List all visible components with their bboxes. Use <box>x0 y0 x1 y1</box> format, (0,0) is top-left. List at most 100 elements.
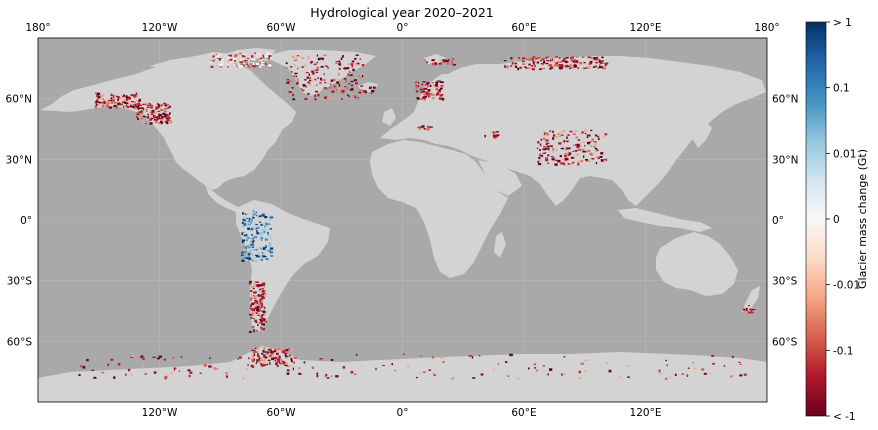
glacier-cell <box>421 125 425 128</box>
glacier-cell <box>311 70 315 73</box>
glacier-cell <box>130 373 133 376</box>
glacier-cell <box>325 373 328 376</box>
glacier-cell <box>251 315 255 317</box>
glacier-cell <box>356 62 360 65</box>
glacier-cell <box>321 58 325 60</box>
glacier-cell <box>598 65 602 68</box>
glacier-cell <box>135 107 139 110</box>
glacier-cell <box>539 68 542 71</box>
glacier-cell <box>528 67 532 70</box>
glacier-cell <box>142 357 145 360</box>
glacier-cell <box>567 158 569 161</box>
glacier-cell <box>122 101 126 103</box>
glacier-cell <box>570 156 574 159</box>
glacier-cell <box>360 90 362 92</box>
glacier-cell <box>497 363 499 365</box>
glacier-cell <box>241 253 244 256</box>
glacier-cell <box>425 93 428 95</box>
glacier-cell <box>263 363 266 367</box>
glacier-cell <box>584 359 589 361</box>
glacier-cell <box>591 59 594 61</box>
glacier-cell <box>315 84 318 86</box>
glacier-cell <box>439 58 443 61</box>
glacier-cell <box>254 222 257 224</box>
glacier-cell <box>114 95 118 97</box>
glacier-cell <box>298 372 302 375</box>
glacier-cell <box>553 64 557 67</box>
glacier-cell <box>340 90 342 93</box>
glacier-cell <box>417 85 419 88</box>
glacier-cell <box>113 102 117 104</box>
glacier-cell <box>168 121 172 123</box>
longitude-label-bottom: 120°W <box>142 407 178 419</box>
glacier-cell <box>240 55 243 57</box>
glacier-cell <box>509 353 513 357</box>
glacier-cell <box>96 95 100 98</box>
glacier-cell <box>314 94 316 97</box>
glacier-cell <box>599 63 601 66</box>
glacier-cell <box>658 370 661 373</box>
glacier-cell <box>352 95 357 97</box>
glacier-cell <box>242 248 246 251</box>
glacier-cell <box>493 132 497 135</box>
glacier-cell <box>578 370 581 374</box>
glacier-cell <box>342 366 346 369</box>
glacier-cell <box>153 116 157 119</box>
glacier-cell <box>219 63 222 67</box>
glacier-cell <box>301 89 305 92</box>
glacier-cell <box>531 59 534 62</box>
glacier-cell <box>260 305 263 308</box>
glacier-cell <box>255 347 257 349</box>
glacier-cell <box>262 350 265 353</box>
glacier-cell <box>528 63 531 66</box>
glacier-cell <box>264 256 267 258</box>
glacier-cell <box>138 103 141 106</box>
glacier-cell <box>507 375 510 377</box>
glacier-cell <box>323 79 326 82</box>
glacier-cell <box>255 281 259 283</box>
glacier-cell <box>164 113 168 117</box>
glacier-cell <box>564 157 568 160</box>
glacier-cell <box>442 361 445 363</box>
glacier-cell <box>536 147 539 149</box>
glacier-cell <box>312 72 315 75</box>
glacier-cell <box>203 364 207 367</box>
glacier-cell <box>270 251 274 254</box>
glacier-cell <box>106 101 109 104</box>
glacier-cell <box>252 351 256 353</box>
glacier-cell <box>418 127 421 130</box>
glacier-cell <box>150 106 153 109</box>
glacier-cell <box>436 82 438 84</box>
glacier-cell <box>244 60 246 62</box>
glacier-cell <box>594 142 597 146</box>
glacier-cell <box>265 222 268 225</box>
glacier-cell <box>572 161 575 163</box>
colorbar-gradient <box>805 21 827 417</box>
glacier-cell <box>265 245 267 248</box>
glacier-cell <box>254 299 257 302</box>
glacier-cell <box>266 363 268 366</box>
glacier-cell <box>314 98 317 101</box>
glacier-cell <box>261 288 265 290</box>
glacier-cell <box>584 129 588 132</box>
glacier-cell <box>252 311 255 313</box>
glacier-cell <box>337 79 340 81</box>
glacier-cell <box>336 81 340 84</box>
latitude-labels-left: 60°N 30°N 0° 30°S 60°S <box>6 94 33 349</box>
glacier-cell <box>229 56 231 59</box>
glacier-cell <box>549 68 552 70</box>
glacier-cell <box>451 58 455 60</box>
glacier-cell <box>97 92 100 95</box>
glacier-cell <box>158 115 160 118</box>
glacier-cell <box>231 59 235 62</box>
glacier-cell <box>558 57 561 59</box>
glacier-cell <box>255 362 257 365</box>
glacier-cell <box>268 53 272 56</box>
glacier-cell <box>263 292 265 295</box>
glacier-cell <box>293 59 298 61</box>
glacier-cell <box>360 74 362 78</box>
glacier-cell <box>514 59 517 62</box>
glacier-cell <box>118 97 122 100</box>
glacier-cell <box>288 347 290 351</box>
glacier-cell <box>259 299 262 302</box>
